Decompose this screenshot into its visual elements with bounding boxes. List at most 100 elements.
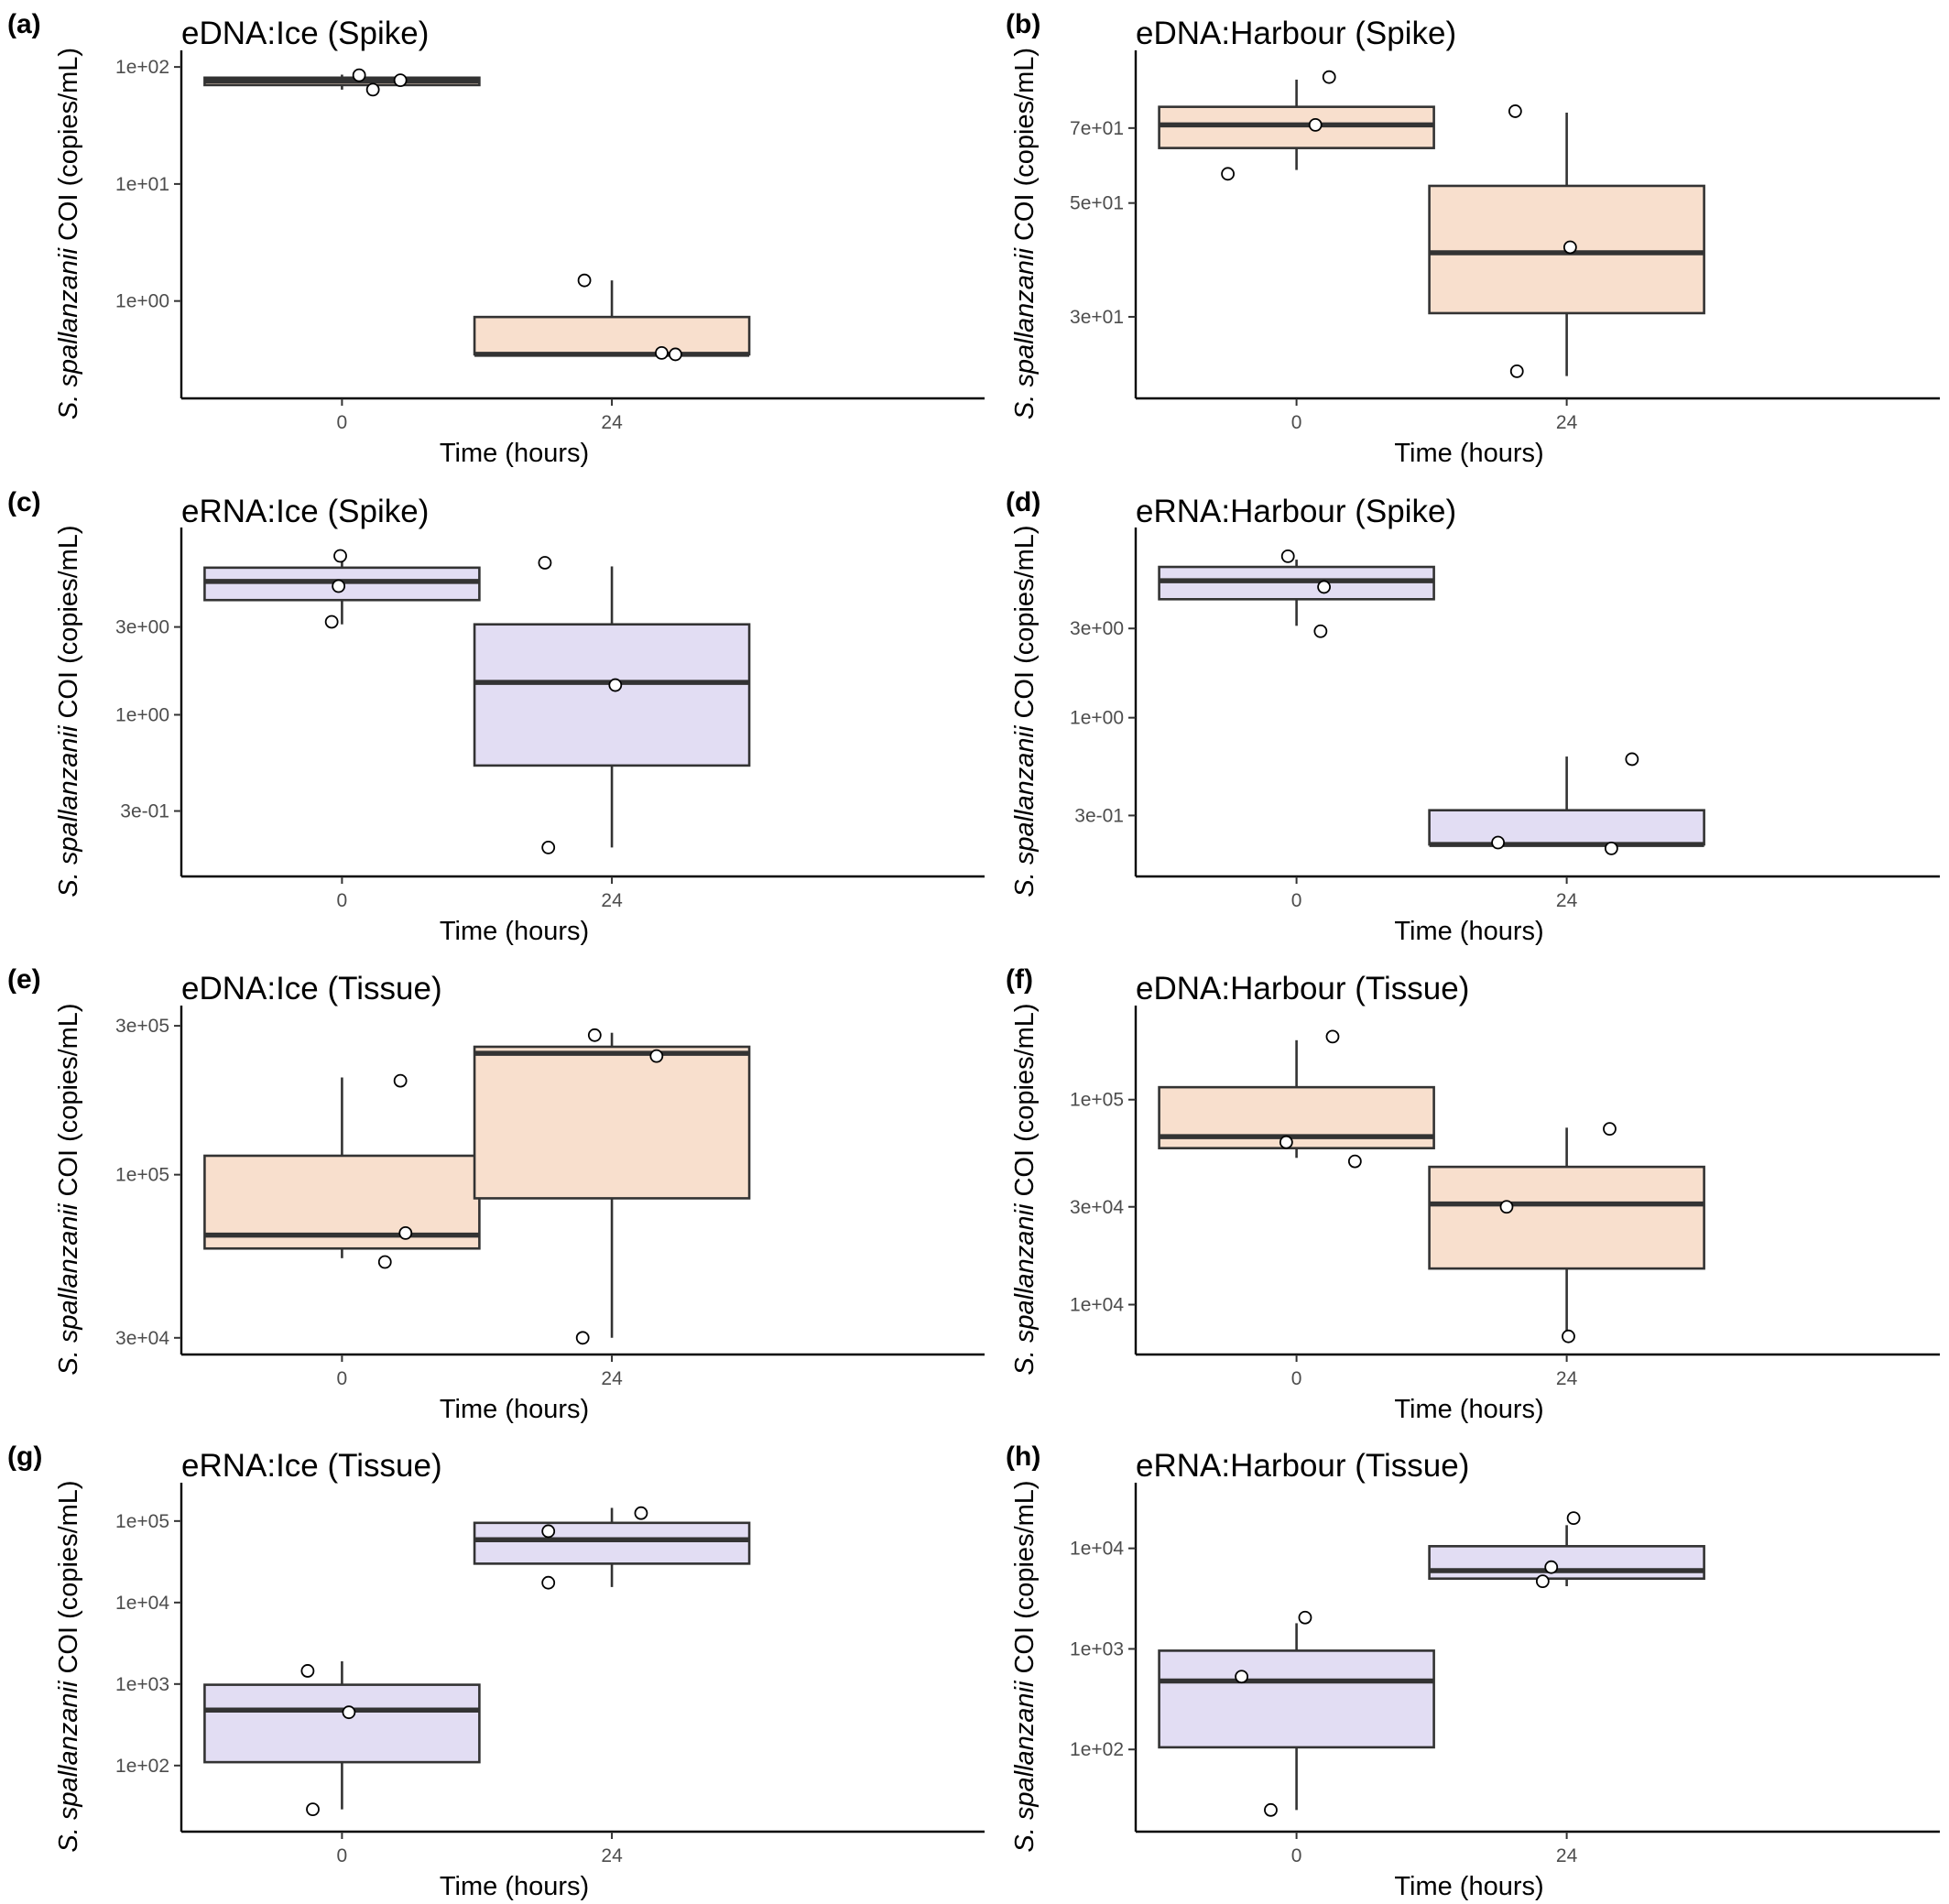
data-point bbox=[1562, 1329, 1575, 1344]
y-tick-label: 5e+01 bbox=[1070, 193, 1124, 214]
y-tick-label: 1e+05 bbox=[115, 1511, 169, 1532]
data-point bbox=[575, 1331, 590, 1345]
x-axis-title: Time (hours) bbox=[440, 917, 589, 946]
data-point bbox=[1562, 240, 1577, 255]
y-tick-label: 1e+05 bbox=[1070, 1090, 1124, 1111]
y-tick-label: 3e+04 bbox=[115, 1328, 169, 1349]
panel-title: eDNA:Ice (Tissue) bbox=[181, 971, 442, 1006]
y-axis-title-unit: COI (copies/mL) bbox=[1010, 1003, 1040, 1203]
box-24 bbox=[473, 566, 751, 848]
y-tick-label: 1e+04 bbox=[115, 1593, 169, 1614]
x-tick-label: 0 bbox=[337, 1368, 348, 1389]
data-point bbox=[1544, 1560, 1559, 1574]
panel-letter: (d) bbox=[1006, 487, 1040, 517]
box-0 bbox=[1158, 560, 1435, 626]
y-tick-label: 1e+04 bbox=[1070, 1539, 1124, 1560]
box-iqr bbox=[473, 1521, 751, 1565]
data-point bbox=[1535, 1574, 1550, 1589]
y-axis-title: S. spallanzanii COI (copies/mL) bbox=[1010, 48, 1040, 419]
panel-f: (f) eDNA:Harbour (Tissue) 1e+05 3e+04 1e+04 0… bbox=[1006, 964, 1940, 1424]
x-tick-label: 24 bbox=[1556, 412, 1578, 433]
y-axis-title: S. spallanzanii COI (copies/mL) bbox=[1010, 1480, 1040, 1852]
panel-e: (e) eDNA:Ice (Tissue) 3e+05 1e+05 3e+04 0 24 Ti… bbox=[7, 964, 985, 1424]
box-24 bbox=[1428, 1525, 1705, 1587]
box-iqr bbox=[473, 315, 751, 356]
box-iqr bbox=[1428, 809, 1705, 846]
data-point bbox=[1347, 1154, 1362, 1169]
y-axis-title-unit: COI (copies/mL) bbox=[54, 48, 83, 248]
x-axis-title: Time (hours) bbox=[1394, 1872, 1543, 1901]
data-point bbox=[1280, 549, 1295, 563]
y-axis-title-species: S. spallanzanii bbox=[54, 1680, 83, 1853]
data-point bbox=[300, 1664, 315, 1678]
box-24 bbox=[473, 1507, 751, 1587]
y-axis-title-unit: COI (copies/mL) bbox=[1010, 48, 1040, 248]
box-0 bbox=[1158, 1039, 1435, 1159]
data-point bbox=[541, 1575, 556, 1590]
data-point bbox=[1308, 117, 1323, 132]
y-axis-title-species: S. spallanzanii bbox=[1010, 1202, 1040, 1376]
data-point bbox=[1264, 1802, 1278, 1817]
y-axis-title-species: S. spallanzanii bbox=[1010, 1680, 1040, 1853]
x-axis-title: Time (hours) bbox=[440, 1872, 589, 1901]
box-0 bbox=[203, 74, 481, 90]
data-point bbox=[365, 82, 380, 97]
data-point bbox=[577, 273, 592, 288]
y-tick-label: 3e-01 bbox=[120, 801, 169, 822]
box-iqr bbox=[473, 623, 751, 767]
y-tick-label: 3e+00 bbox=[115, 617, 169, 638]
y-axis-title-species: S. spallanzanii bbox=[54, 247, 83, 420]
data-point bbox=[538, 556, 552, 570]
box-24 bbox=[473, 1032, 751, 1338]
y-tick-label: 1e+02 bbox=[115, 1756, 169, 1777]
data-point bbox=[377, 1255, 392, 1269]
x-tick-label: 0 bbox=[337, 412, 348, 433]
y-axis-title-species: S. spallanzanii bbox=[54, 1202, 83, 1376]
y-tick-label: 1e+00 bbox=[115, 291, 169, 312]
x-tick-label: 24 bbox=[1556, 1845, 1578, 1866]
panel-title: eDNA:Ice (Spike) bbox=[181, 16, 429, 51]
data-point bbox=[1566, 1511, 1581, 1526]
panel-title: eRNA:Ice (Tissue) bbox=[181, 1448, 442, 1484]
x-axis-title: Time (hours) bbox=[440, 1395, 589, 1424]
box-24 bbox=[1428, 756, 1705, 847]
x-tick-label: 24 bbox=[601, 1368, 623, 1389]
panel-h: (h) eRNA:Harbour (Tissue) 1e+04 1e+03 1e+02 0… bbox=[1006, 1442, 1940, 1901]
y-axis-title-species: S. spallanzanii bbox=[1010, 247, 1040, 420]
data-point bbox=[669, 347, 682, 362]
x-axis-title: Time (hours) bbox=[1394, 917, 1543, 946]
box-iqr bbox=[1158, 1649, 1435, 1749]
x-tick-label: 0 bbox=[1291, 890, 1302, 911]
data-point bbox=[1298, 1610, 1312, 1625]
x-tick-label: 0 bbox=[1291, 412, 1302, 433]
x-tick-label: 0 bbox=[337, 1845, 348, 1866]
data-point bbox=[332, 579, 346, 593]
panel-g: (g) eRNA:Ice (Tissue) 1e+05 1e+04 1e+03 1e+02… bbox=[7, 1442, 985, 1901]
data-point bbox=[655, 345, 669, 360]
x-tick-label: 0 bbox=[337, 890, 348, 911]
box-24 bbox=[473, 280, 751, 357]
box-iqr bbox=[473, 1045, 751, 1200]
data-point bbox=[1322, 70, 1336, 84]
data-point bbox=[1604, 841, 1618, 855]
panel-title: eDNA:Harbour (Tissue) bbox=[1136, 971, 1469, 1006]
data-point bbox=[1313, 624, 1328, 638]
box-iqr bbox=[203, 1683, 481, 1764]
y-axis-title: S. spallanzanii COI (copies/mL) bbox=[54, 525, 83, 897]
box-iqr bbox=[1158, 105, 1435, 149]
data-point bbox=[306, 1802, 320, 1817]
panel-title: eDNA:Harbour (Spike) bbox=[1136, 16, 1456, 51]
panel-letter: (a) bbox=[7, 9, 41, 39]
data-point bbox=[1317, 580, 1331, 594]
data-point bbox=[1603, 1122, 1617, 1137]
x-axis-title: Time (hours) bbox=[1394, 439, 1543, 468]
y-tick-label: 1e+02 bbox=[115, 57, 169, 78]
box-iqr bbox=[1428, 1545, 1705, 1581]
x-tick-label: 24 bbox=[601, 1845, 623, 1866]
panel-letter: (h) bbox=[1006, 1442, 1040, 1472]
data-point bbox=[333, 549, 347, 563]
data-point bbox=[393, 1073, 408, 1088]
data-point bbox=[1325, 1029, 1340, 1044]
y-axis-title-species: S. spallanzanii bbox=[1010, 724, 1040, 898]
